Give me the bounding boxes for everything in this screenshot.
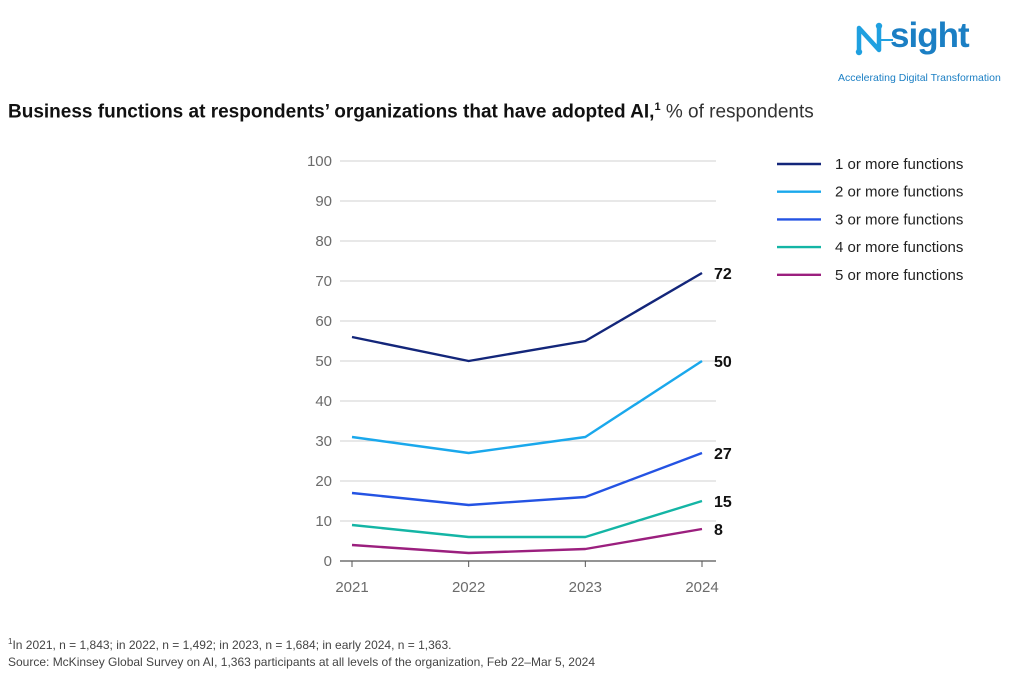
footnote: 1In 2021, n = 1,843; in 2022, n = 1,492;…	[8, 633, 595, 671]
end-label-series-4: 15	[714, 494, 732, 511]
x-tick-label: 2021	[335, 579, 368, 596]
footnote-source: Source: McKinsey Global Survey on AI, 1,…	[8, 655, 595, 669]
footnote-mark: 1	[8, 637, 13, 646]
legend-label-1: 1 or more functions	[835, 156, 963, 173]
y-tick-label: 0	[324, 553, 332, 570]
legend: 1 or more functions 2 or more functions 3 …	[777, 156, 963, 284]
chart-title: Business functions at respondents’ organ…	[8, 101, 814, 123]
end-label-series-1: 72	[714, 266, 732, 283]
y-axis-ticks: 0 10 20 30 40 50 60 70 80 90 100	[307, 153, 332, 570]
y-tick-label: 30	[315, 433, 332, 450]
legend-label-2: 2 or more functions	[835, 184, 963, 201]
series-line-5	[351, 527, 703, 555]
gridlines	[340, 160, 716, 562]
x-tick-label: 2023	[569, 579, 602, 596]
y-tick-label: 60	[315, 313, 332, 330]
footnote-sample-sizes: In 2021, n = 1,843; in 2022, n = 1,492; …	[12, 638, 452, 652]
series-line-2	[351, 359, 703, 455]
end-labels: 72 50 27 15 8	[714, 266, 732, 539]
nsight-logo: sight Accelerating Digital Transformatio…	[838, 16, 1010, 86]
logo-wordmark: sight	[890, 16, 970, 55]
end-label-series-3: 27	[714, 446, 732, 463]
y-tick-label: 40	[315, 393, 332, 410]
legend-label-5: 5 or more functions	[835, 267, 963, 284]
logo-tagline: Accelerating Digital Transformation	[838, 72, 1001, 84]
y-tick-label: 70	[315, 273, 332, 290]
series-lines	[351, 271, 703, 555]
n-logo-icon	[855, 22, 893, 56]
series-line-1	[351, 271, 703, 363]
series-line-4	[351, 499, 703, 539]
y-tick-label: 90	[315, 193, 332, 210]
y-tick-label: 80	[315, 233, 332, 250]
legend-label-3: 3 or more functions	[835, 211, 963, 228]
y-tick-label: 50	[315, 353, 332, 370]
chart-title-main: Business functions at respondents’ organ…	[8, 101, 655, 123]
x-axis: 2021 2022 2023 2024	[335, 561, 719, 596]
x-tick-label: 2022	[452, 579, 485, 596]
y-tick-label: 10	[315, 513, 332, 530]
chart-title-unit: % of respondents	[660, 101, 814, 123]
y-tick-label: 20	[315, 473, 332, 490]
x-tick-label: 2024	[685, 579, 718, 596]
footnote-line-1: 1In 2021, n = 1,843; in 2022, n = 1,492;…	[8, 633, 595, 654]
series-line-3	[351, 451, 703, 507]
title-footnote-mark: 1	[654, 101, 661, 113]
end-label-series-2: 50	[714, 354, 732, 371]
end-label-series-5: 8	[714, 522, 723, 539]
y-tick-label: 100	[307, 153, 332, 170]
legend-label-4: 4 or more functions	[835, 239, 963, 256]
